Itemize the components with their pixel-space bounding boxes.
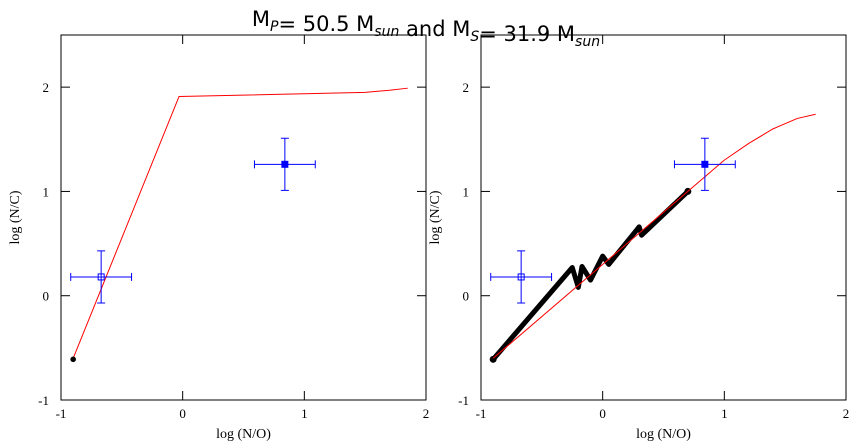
panel: -1 0 1 2 -1 0 1 2 log (N/O) log (N/C) bbox=[8, 34, 430, 441]
y-tick-label: 1 bbox=[43, 184, 50, 199]
y-tick-label: -1 bbox=[38, 393, 49, 408]
y-tick-label: 2 bbox=[43, 80, 50, 95]
panel: -1 0 1 2 -1 0 1 2 log (N/O) log (N/C) bbox=[428, 34, 850, 441]
x-axis-label: log (N/O) bbox=[216, 427, 271, 441]
observation-point bbox=[701, 160, 709, 168]
x-tick-label: 1 bbox=[301, 406, 308, 421]
title-text: M bbox=[252, 7, 270, 31]
title-subscript: sun bbox=[374, 24, 399, 40]
title-subscript: S bbox=[470, 29, 479, 45]
observation-point bbox=[517, 273, 525, 281]
model-track bbox=[72, 87, 408, 359]
title-text: = 50.5 M bbox=[278, 12, 374, 36]
y-tick-label: -1 bbox=[458, 393, 469, 408]
figure-title: MP= 50.5 Msun and MS= 31.9 Msun bbox=[252, 7, 600, 50]
x-tick-label: 0 bbox=[179, 406, 186, 421]
x-tick-label: -1 bbox=[476, 406, 487, 421]
title-text: and M bbox=[399, 17, 470, 41]
y-tick-label: 0 bbox=[43, 289, 50, 304]
model-track bbox=[492, 113, 816, 359]
x-tick-label: 2 bbox=[843, 406, 850, 421]
plot-frame bbox=[60, 34, 427, 401]
x-tick-label: -1 bbox=[56, 406, 67, 421]
x-tick-label: 1 bbox=[721, 406, 728, 421]
model-point bbox=[489, 355, 497, 363]
title-subscript: P bbox=[270, 19, 279, 35]
x-tick-label: 0 bbox=[599, 406, 606, 421]
x-tick-label: 2 bbox=[423, 406, 430, 421]
plot-frame bbox=[480, 34, 847, 401]
y-tick-label: 2 bbox=[463, 80, 470, 95]
y-axis-label: log (N/C) bbox=[8, 190, 23, 244]
y-axis-label: log (N/C) bbox=[428, 190, 443, 244]
observation-point bbox=[281, 160, 289, 168]
x-axis-label: log (N/O) bbox=[636, 427, 691, 441]
model-point bbox=[70, 356, 76, 363]
y-tick-label: 0 bbox=[463, 289, 470, 304]
title-subscript: sun bbox=[575, 34, 600, 50]
y-tick-label: 1 bbox=[463, 184, 470, 199]
title-text: = 31.9 M bbox=[479, 22, 575, 46]
observation-point bbox=[97, 273, 105, 281]
model-track bbox=[491, 189, 690, 361]
